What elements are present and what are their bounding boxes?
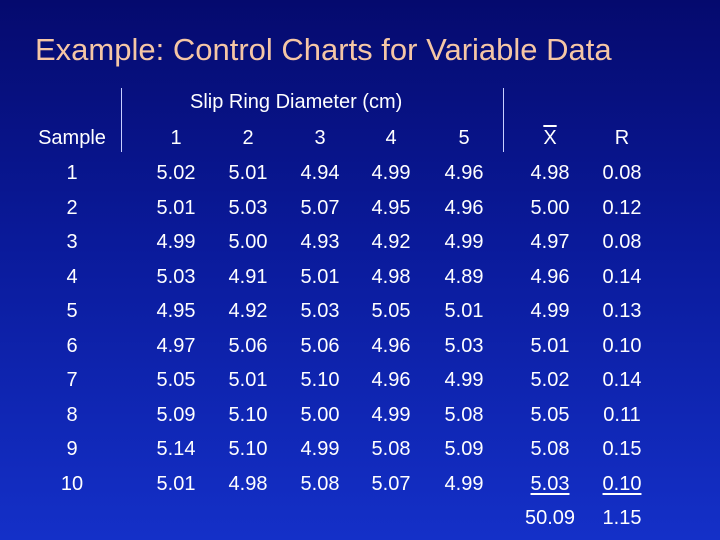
table-cell: 4.98 [228, 472, 268, 495]
column-header: 2 [242, 127, 254, 149]
table-cell: 4.98 [530, 162, 570, 184]
table-cell: 4.98 [371, 265, 411, 288]
table-cell: 4.96 [371, 334, 411, 357]
table-cell: 5.01 [530, 334, 570, 357]
table-cell: 5.01 [444, 300, 484, 322]
total-cell: 50.09 [524, 507, 576, 529]
table-cell: 5.02 [530, 369, 570, 391]
table-cell: 4.99 [444, 369, 484, 391]
table-cell: 0.11 [603, 403, 641, 426]
table-cell: 5.06 [228, 334, 268, 357]
table-cell: 4.96 [530, 265, 570, 288]
table-cell: 5.05 [530, 403, 570, 426]
table-cell: 4.92 [228, 300, 268, 322]
table-cell: 5.10 [228, 438, 268, 460]
table-cell: 5.07 [300, 196, 340, 219]
table-cell: 5.01 [300, 265, 340, 288]
table-cell: 5.08 [444, 403, 484, 426]
table-cell: 0.10 [602, 472, 642, 495]
table-cell: 4.99 [156, 231, 196, 253]
table-cell: 5.02 [156, 162, 196, 184]
table-cell: 5.10 [228, 403, 268, 426]
table-cell: 4.97 [530, 231, 570, 253]
table-cell: 5.06 [300, 334, 340, 357]
row-label: 1 [66, 162, 78, 184]
slide-title: Example: Control Charts for Variable Dat… [35, 32, 612, 67]
table-cell: 5.09 [156, 403, 196, 426]
row-label: 6 [66, 334, 78, 357]
table-cell: 4.94 [300, 162, 340, 184]
table-cell: 5.05 [156, 369, 196, 391]
table-cell: 4.92 [371, 231, 411, 253]
row-label: 9 [66, 438, 78, 460]
table-cell: 0.08 [602, 162, 642, 184]
row-label: 3 [66, 231, 78, 253]
table-cell: 5.07 [371, 472, 411, 495]
table-cell: 5.00 [530, 196, 570, 219]
table-cell: 5.03 [228, 196, 268, 219]
table-cell: 0.14 [602, 369, 642, 391]
table-cell: 5.10 [300, 369, 340, 391]
row-label: 10 [60, 472, 84, 495]
divider [503, 88, 504, 152]
table-cell: 5.03 [300, 300, 340, 322]
total-cell: 1.15 [602, 507, 642, 529]
table-cell: 5.05 [371, 300, 411, 322]
table-cell: 5.00 [300, 403, 340, 426]
table-cell: 5.03 [444, 334, 484, 357]
table-cell: 4.99 [371, 403, 411, 426]
column-header: R [614, 127, 630, 149]
table-cell: 0.13 [602, 300, 642, 322]
table-cell: 4.99 [371, 162, 411, 184]
table-cell: 4.95 [371, 196, 411, 219]
divider [121, 88, 122, 152]
table-cell: 4.91 [228, 265, 268, 288]
table-cell: 0.08 [602, 231, 642, 253]
table-cell: 5.01 [228, 369, 268, 391]
column-header: Sample [38, 127, 106, 149]
column-header: X [543, 127, 557, 149]
table-cell: 4.99 [300, 438, 340, 460]
table-cell: 4.99 [530, 300, 570, 322]
table-cell: 5.09 [444, 438, 484, 460]
column-header: 3 [314, 127, 326, 149]
row-label: 7 [66, 369, 78, 391]
table-cell: 4.99 [444, 472, 484, 495]
table-cell: 4.96 [444, 196, 484, 219]
table-cell: 5.01 [156, 196, 196, 219]
row-label: 2 [66, 196, 78, 219]
table-cell: 5.08 [530, 438, 570, 460]
table-cell: 5.00 [228, 231, 268, 253]
row-label: 4 [66, 265, 78, 288]
table-cell: 4.89 [444, 265, 484, 288]
table-cell: 4.93 [300, 231, 340, 253]
column-header: 4 [385, 127, 397, 149]
table-cell: 4.96 [444, 162, 484, 184]
table-cell: 5.01 [156, 472, 196, 495]
table-cell: 4.96 [371, 369, 411, 391]
table-cell: 5.14 [156, 438, 196, 460]
table-cell: 4.95 [156, 300, 196, 322]
table-cell: 0.12 [602, 196, 642, 219]
row-label: 8 [66, 403, 78, 426]
table-cell: 5.01 [228, 162, 268, 184]
table-cell: 0.14 [602, 265, 642, 288]
table-cell: 4.97 [156, 334, 196, 357]
table-cell: 5.08 [300, 472, 340, 495]
table-cell: 5.03 [530, 472, 570, 495]
table-cell: 5.03 [156, 265, 196, 288]
table-cell: 4.99 [444, 231, 484, 253]
column-header: 5 [458, 127, 470, 149]
row-label: 5 [66, 300, 78, 322]
table-cell: 5.08 [371, 438, 411, 460]
table-caption: Slip Ring Diameter (cm) [190, 91, 403, 113]
table-cell: 0.10 [602, 334, 642, 357]
column-header: 1 [170, 127, 182, 149]
table-cell: 0.15 [602, 438, 642, 460]
